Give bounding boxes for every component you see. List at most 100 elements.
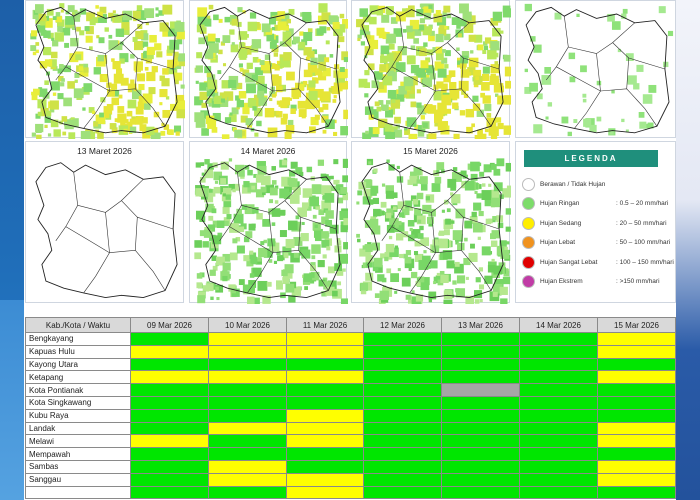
region-name: Mempawah bbox=[25, 447, 131, 461]
forecast-cell bbox=[518, 332, 598, 346]
forecast-cell bbox=[362, 459, 442, 474]
forecast-cell bbox=[440, 383, 520, 397]
forecast-cell bbox=[440, 485, 520, 500]
forecast-cell bbox=[518, 395, 598, 410]
table-row: Bengkayang bbox=[25, 332, 677, 346]
forecast-cell bbox=[518, 344, 598, 359]
table-row: Ketapang bbox=[25, 370, 677, 385]
map-graphic bbox=[194, 3, 348, 139]
table-row: Landak bbox=[25, 421, 677, 436]
forecast-cell bbox=[362, 370, 442, 385]
forecast-cell bbox=[362, 344, 442, 359]
forecast-cell bbox=[596, 357, 677, 372]
legend-label: Hujan Lebat bbox=[540, 239, 576, 246]
legend-item: Hujan Lebat: 50 – 100 mm/hari bbox=[522, 235, 672, 251]
forecast-cell bbox=[130, 357, 209, 372]
forecast-cell bbox=[130, 370, 209, 385]
forecast-cell bbox=[130, 472, 209, 487]
forecast-cell bbox=[440, 434, 520, 449]
forecast-cell bbox=[286, 434, 364, 449]
forecast-cell bbox=[518, 408, 598, 423]
forecast-cell bbox=[130, 332, 209, 346]
table-row: Sambas bbox=[25, 459, 677, 474]
forecast-cell bbox=[596, 459, 677, 474]
legend-label: Hujan Ringan bbox=[540, 200, 580, 207]
forecast-cell bbox=[362, 332, 442, 346]
forecast-cell bbox=[518, 447, 598, 461]
forecast-cell bbox=[208, 383, 287, 397]
forecast-cell bbox=[362, 383, 442, 397]
forecast-cell bbox=[130, 344, 209, 359]
header-region: Kab./Kota / Waktu bbox=[25, 317, 131, 333]
region-name: Kota Singkawang bbox=[25, 395, 131, 410]
forecast-cell bbox=[286, 344, 364, 359]
forecast-cell bbox=[286, 332, 364, 346]
forecast-table: Kab./Kota / Waktu 09 Mar 2026 10 Mar 2026… bbox=[25, 317, 677, 500]
table-row: Kubu Raya bbox=[25, 408, 677, 423]
forecast-cell bbox=[286, 408, 364, 423]
forecast-cell bbox=[596, 370, 677, 385]
region-name: Ketapang bbox=[25, 370, 131, 385]
legend-item: Berawan / Tidak Hujan bbox=[522, 176, 672, 192]
forecast-cell bbox=[518, 357, 598, 372]
forecast-cell bbox=[362, 408, 442, 423]
forecast-cell bbox=[286, 485, 364, 500]
forecast-map-1 bbox=[25, 0, 185, 139]
legend-range: : >150 mm/hari bbox=[616, 278, 660, 285]
header-date: 11 Mar 2026 bbox=[286, 317, 364, 333]
region-name: Kubu Raya bbox=[25, 408, 131, 423]
forecast-cell bbox=[596, 472, 677, 487]
header-date: 09 Mar 2026 bbox=[130, 317, 209, 333]
forecast-cell bbox=[440, 459, 520, 474]
forecast-cell bbox=[440, 472, 520, 487]
map-graphic bbox=[194, 158, 348, 304]
header-date: 10 Mar 2026 bbox=[208, 317, 287, 333]
region-name: Melawi bbox=[25, 434, 131, 449]
forecast-cell bbox=[596, 344, 677, 359]
forecast-cell bbox=[130, 447, 209, 461]
forecast-cell bbox=[362, 447, 442, 461]
forecast-cell bbox=[518, 485, 598, 500]
legend-label: Hujan Ekstrem bbox=[540, 278, 583, 285]
legend-panel: LEGENDA Berawan / Tidak Hujan Hujan Ringa… bbox=[515, 141, 676, 303]
forecast-cell bbox=[286, 370, 364, 385]
forecast-cell bbox=[518, 383, 598, 397]
forecast-cell bbox=[130, 459, 209, 474]
legend-item: Hujan Ringan: 0.5 – 20 mm/hari bbox=[522, 196, 672, 212]
header-date: 13 Mar 2026 bbox=[440, 317, 520, 333]
forecast-cell bbox=[130, 395, 209, 410]
legend-swatch bbox=[522, 236, 535, 249]
forecast-cell bbox=[596, 447, 677, 461]
forecast-cell bbox=[596, 434, 677, 449]
forecast-cell bbox=[286, 447, 364, 461]
table-row: Melawi bbox=[25, 434, 677, 449]
region-name: Kapuas Hulu bbox=[25, 344, 131, 359]
forecast-cell bbox=[362, 421, 442, 436]
forecast-cell bbox=[130, 434, 209, 449]
forecast-cell bbox=[208, 459, 287, 474]
map-date-label: 15 Maret 2026 bbox=[403, 146, 458, 156]
legend-item: Hujan Sangat Lebat: 100 – 150 mm/hari bbox=[522, 254, 674, 270]
forecast-cell bbox=[440, 447, 520, 461]
forecast-map-3 bbox=[351, 0, 511, 139]
forecast-cell bbox=[208, 408, 287, 423]
region-name: Bengkayang bbox=[25, 332, 131, 346]
table-row: Kapuas Hulu bbox=[25, 344, 677, 359]
forecast-cell bbox=[440, 357, 520, 372]
table-row bbox=[25, 485, 677, 500]
legend-item: Hujan Ekstrem : >150 mm/hari bbox=[522, 274, 672, 290]
forecast-cell bbox=[596, 408, 677, 423]
legend-range: : 100 – 150 mm/hari bbox=[616, 258, 674, 266]
forecast-cell bbox=[286, 357, 364, 372]
forecast-cell bbox=[286, 459, 364, 474]
region-name: Landak bbox=[25, 421, 131, 436]
region-name: Sambas bbox=[25, 459, 131, 474]
forecast-cell bbox=[440, 332, 520, 346]
forecast-cell bbox=[286, 383, 364, 397]
legend-swatch bbox=[522, 177, 535, 191]
forecast-cell bbox=[208, 421, 287, 436]
header-date: 15 Mar 2026 bbox=[596, 317, 677, 333]
forecast-cell bbox=[596, 421, 677, 436]
legend-swatch bbox=[522, 216, 535, 230]
forecast-cell bbox=[362, 357, 442, 372]
